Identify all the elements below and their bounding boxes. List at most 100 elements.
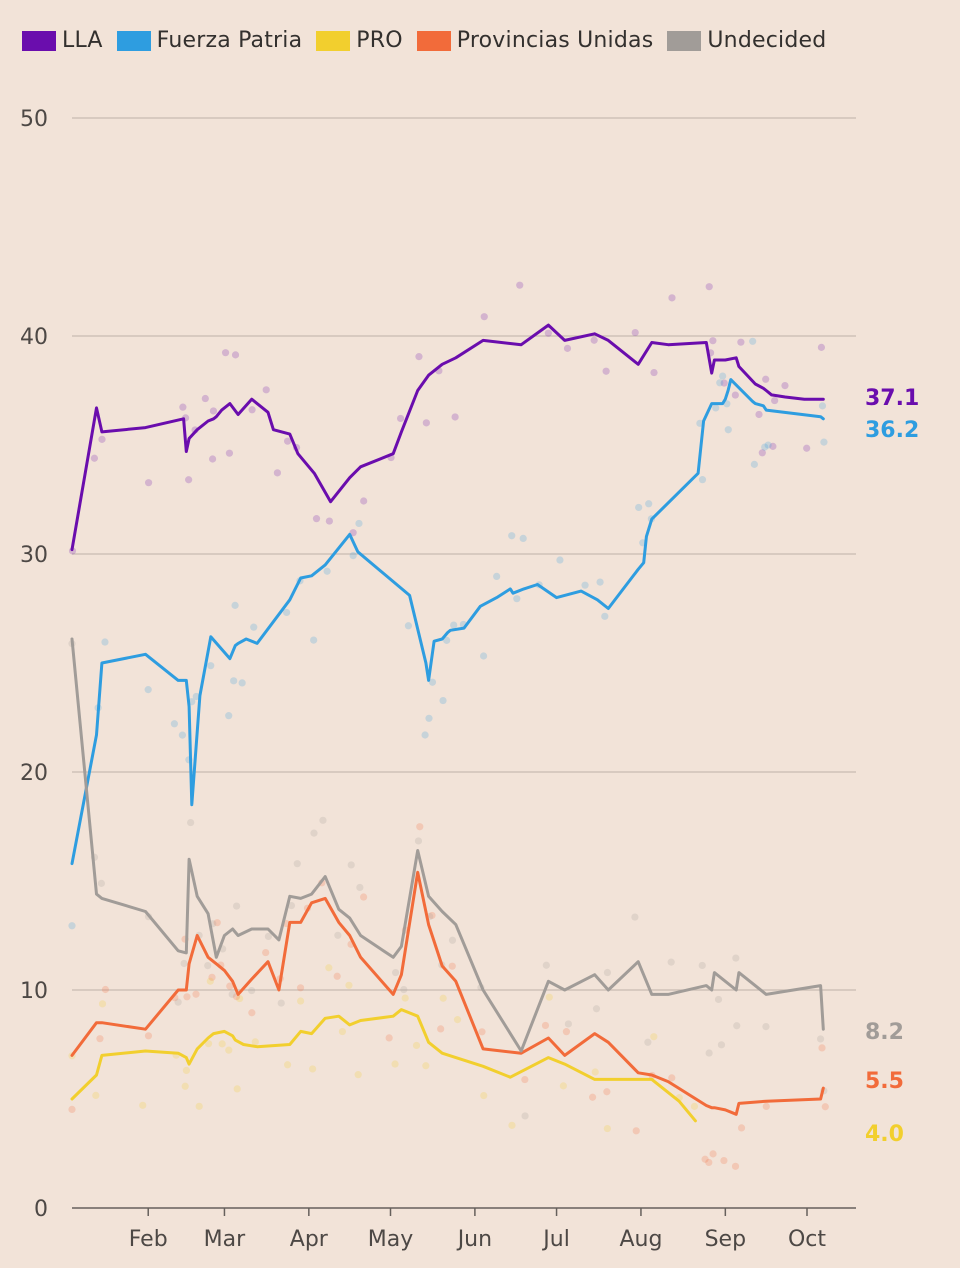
poll-dot [144, 479, 153, 487]
poll-dot [230, 677, 238, 685]
poll-dot [541, 1021, 550, 1030]
legend-swatch-fuerza-patria [116, 30, 151, 51]
poll-dot [480, 1091, 488, 1100]
poll-dot [415, 353, 423, 361]
poll-dot [592, 1005, 601, 1013]
x-tick-label: May [368, 1227, 413, 1252]
poll-dot [761, 443, 769, 451]
poll-dot [563, 344, 572, 352]
legend: LLA Fuerza Patria PRO Provincias Unidas … [22, 28, 840, 53]
poll-dot [144, 686, 152, 694]
poll-dot [209, 407, 218, 415]
legend-item-pro[interactable]: PRO [316, 28, 403, 53]
poll-dot [732, 954, 740, 962]
poll-dot [68, 922, 76, 930]
poll-dot [192, 692, 200, 701]
poll-dot [225, 712, 233, 720]
poll-dot [480, 313, 488, 321]
x-tick-label: Aug [619, 1227, 662, 1252]
poll-dot [283, 1061, 292, 1069]
poll-dot [355, 519, 363, 528]
legend-label-fuerza-patria: Fuerza Patria [156, 28, 303, 53]
legend-item-undecided[interactable]: Undecided [667, 28, 826, 53]
poll-dot [821, 1103, 829, 1111]
poll-dot [101, 985, 110, 994]
poll-dot [737, 1124, 746, 1132]
legend-swatch-undecided [667, 30, 702, 51]
legend-item-fuerza-patria[interactable]: Fuerza Patria [116, 28, 303, 53]
poll-dot [720, 1156, 728, 1165]
poll-dot [762, 375, 770, 383]
poll-dot [360, 893, 368, 901]
poll-dot [771, 396, 779, 405]
x-tick-label: Sep [705, 1227, 746, 1252]
poll-dot [701, 1155, 709, 1163]
poll-dot [591, 1068, 599, 1076]
poll-dot [204, 961, 212, 970]
poll-dot [180, 959, 188, 968]
poll-dot [428, 911, 436, 920]
poll-dot [645, 500, 653, 508]
x-tick-label: Feb [129, 1227, 168, 1252]
poll-dot [170, 720, 178, 728]
poll-dot [521, 1075, 529, 1084]
legend-swatch-pro [316, 30, 351, 51]
poll-dot [323, 567, 331, 575]
poll-dot [493, 572, 501, 581]
poll-dot [98, 435, 106, 443]
poll-dot [564, 1020, 572, 1028]
legend-label-provincias-unidas: Provincias Unidas [456, 28, 654, 53]
poll-dot [781, 381, 789, 390]
poll-dot [391, 1060, 399, 1068]
x-tick-label: Apr [290, 1227, 329, 1252]
poll-dot [724, 426, 732, 434]
poll-dot [310, 636, 318, 644]
poll-dot [231, 601, 239, 609]
poll-dot [817, 343, 826, 351]
poll-dot [709, 1150, 717, 1158]
poll-dot [758, 449, 766, 457]
poll-dot [347, 861, 355, 869]
poll-dot [178, 731, 187, 739]
x-tick-label: Oct [788, 1227, 826, 1252]
x-tick-label: Jun [456, 1227, 492, 1252]
poll-dot [439, 994, 447, 1002]
poll-dot [588, 1093, 597, 1101]
poll-dot [391, 968, 400, 977]
end-label-provincias-unidas: 5.5 [865, 1069, 904, 1094]
series-line-fuerza-patria [70, 378, 825, 866]
poll-dot [601, 612, 609, 620]
poll-dot [769, 442, 777, 450]
poll-dot [233, 1085, 241, 1093]
poll-dot [412, 1041, 421, 1050]
poll-dot [644, 1038, 652, 1046]
poll-dot [508, 532, 516, 540]
poll-dot [737, 338, 745, 346]
legend-item-lla[interactable]: LLA [22, 28, 103, 53]
legend-swatch-provincias-unidas [416, 30, 451, 51]
poll-dot [401, 994, 409, 1002]
poll-dot [596, 578, 604, 586]
poll-dot [238, 679, 246, 687]
poll-dot [749, 337, 757, 345]
poll-dot [820, 438, 828, 446]
poll-dot [231, 351, 240, 359]
poll-dot [519, 534, 527, 542]
poll-dot [717, 1041, 726, 1049]
poll-dot [451, 413, 459, 421]
poll-dot [201, 394, 209, 403]
poll-dot [209, 455, 217, 463]
poll-dot [356, 883, 364, 892]
y-tick-label: 40 [20, 325, 48, 350]
poll-dot [297, 997, 305, 1005]
legend-item-provincias-unidas[interactable]: Provincias Unidas [416, 28, 654, 53]
poll-dot [650, 368, 658, 377]
poll-dot [213, 919, 221, 927]
poll-dot [221, 349, 230, 357]
poll-dot [803, 444, 811, 452]
poll-dot [262, 948, 270, 957]
poll-dot [90, 454, 99, 462]
poll-dot [508, 1121, 516, 1129]
legend-swatch-lla [22, 30, 56, 51]
poll-dot [248, 406, 256, 414]
